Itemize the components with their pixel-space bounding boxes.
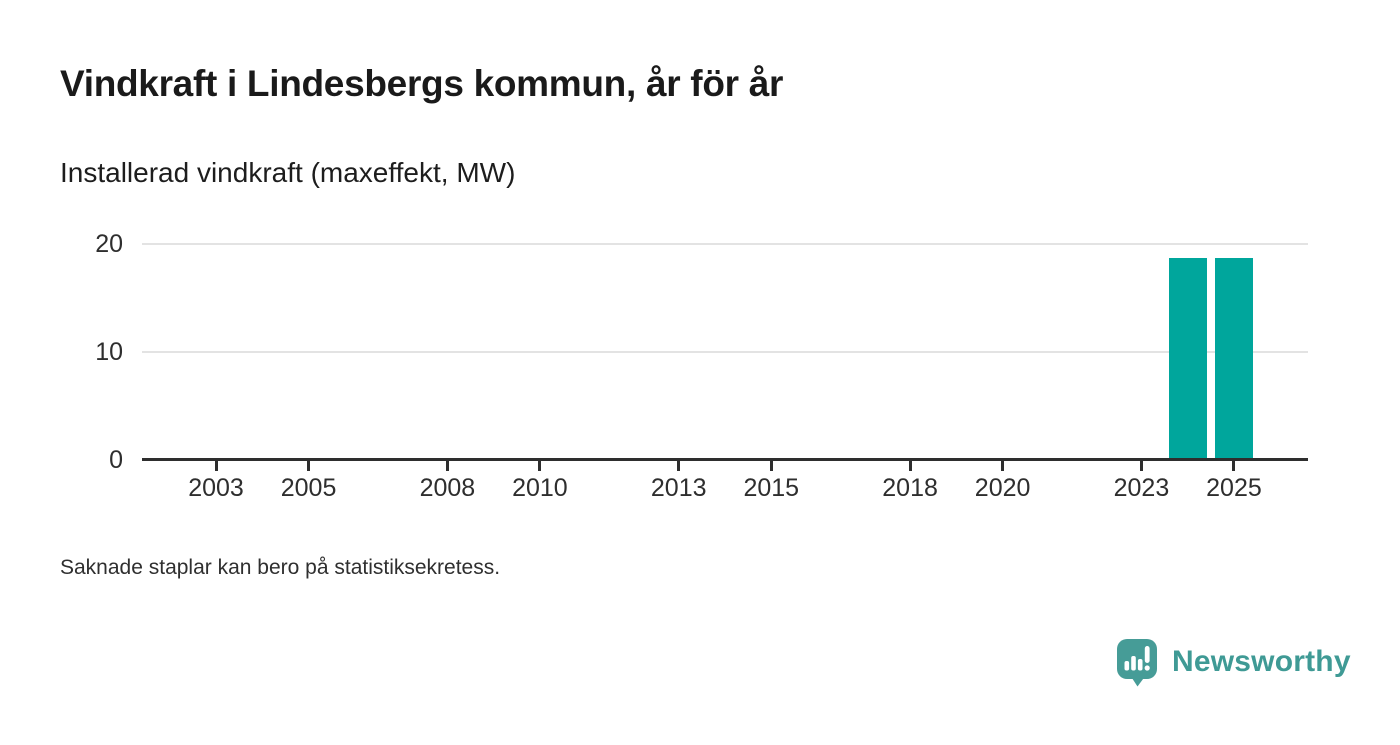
plot-area: 0 10 20 2003 2005 2008 2010 2013 2015 2018 2020 202… [95,230,1308,502]
x-axis-tick-label: 2018 [882,474,938,502]
gridline-y-20 [142,243,1308,245]
chart-footnote: Saknade staplar kan bero på statistiksek… [60,556,501,579]
x-axis-tick-label: 2013 [650,474,707,502]
x-axis-tick-mark [445,461,449,471]
y-axis-tick-label: 10 [95,338,123,366]
x-axis-tick-label: 2010 [512,474,568,502]
x-axis-tick-mark [307,461,311,471]
x-axis-tick-mark [538,461,542,471]
x-axis-tick-mark [908,461,912,471]
bar-2025 [1214,258,1253,460]
x-axis-tick-label: 2003 [188,474,244,502]
x-axis-line [142,458,1308,461]
x-axis-tick-mark [1139,461,1143,471]
x-axis-tick-mark [769,461,773,471]
y-axis-tick-label: 0 [109,446,123,474]
x-axis-tick-label: 2025 [1206,474,1262,502]
bar-2024 [1168,258,1207,460]
x-axis-tick-mark [214,461,218,471]
x-axis-tick-mark [677,461,681,471]
x-axis-tick-mark [1232,461,1236,471]
newsworthy-wordmark: Newsworthy [1172,645,1351,678]
y-axis-tick-label: 20 [95,230,123,258]
x-axis-tick-label: 2008 [419,474,476,502]
x-axis-tick-mark [1001,461,1005,471]
x-axis-tick-label: 2005 [280,474,337,502]
newsworthy-logo: Newsworthy [1117,637,1351,687]
chart-subtitle: Installerad vindkraft (maxeffekt, MW) [60,157,516,188]
x-axis-tick-label: 2020 [974,474,1031,502]
gridline-y-10 [142,351,1308,353]
chart-title: Vindkraft i Lindesbergs kommun, år för å… [60,63,784,104]
x-axis-tick-label: 2023 [1113,474,1170,502]
newsworthy-speech-bubble-bar-chart-icon [1117,639,1157,687]
x-axis-tick-label: 2015 [743,474,800,502]
